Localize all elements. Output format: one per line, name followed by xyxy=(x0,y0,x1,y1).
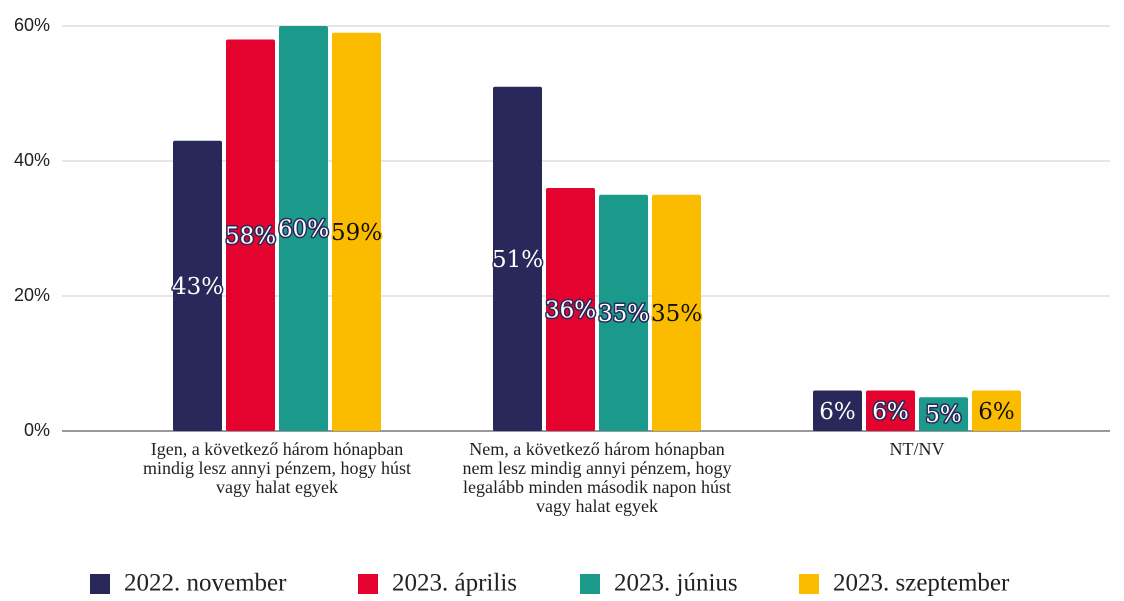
y-tick-label: 20% xyxy=(14,285,50,305)
x-tick-label: NT/NV xyxy=(889,439,945,459)
value-label: 35% xyxy=(651,301,702,327)
legend-swatch xyxy=(358,574,378,594)
bar xyxy=(652,194,701,431)
bar xyxy=(813,390,862,431)
value-label: 6% xyxy=(978,399,1015,425)
bar xyxy=(226,39,275,431)
bar xyxy=(599,194,648,431)
value-label: 59% xyxy=(331,220,382,246)
bar xyxy=(173,140,222,431)
legend-label: 2023. szeptember xyxy=(833,570,1010,597)
legend-swatch xyxy=(580,574,600,594)
bar xyxy=(332,32,381,431)
y-tick-label: 40% xyxy=(14,150,50,170)
value-label: 6% xyxy=(819,399,856,425)
x-tick-label: Igen, a következő három hónapban mindig … xyxy=(143,439,411,497)
bar xyxy=(279,26,328,431)
value-label: 51% xyxy=(492,247,543,273)
bar xyxy=(866,390,915,431)
legend-swatch xyxy=(90,574,110,594)
value-label: 58% xyxy=(225,223,276,249)
legend-label: 2023. április xyxy=(392,570,517,597)
value-label: 6% xyxy=(872,399,909,425)
bar xyxy=(493,86,542,431)
legend-swatch xyxy=(799,574,819,594)
y-tick-label: 0% xyxy=(24,420,50,440)
value-label: 5% xyxy=(925,402,962,428)
value-label: 60% xyxy=(278,217,329,243)
value-label: 43% xyxy=(172,274,223,300)
y-tick-label: 60% xyxy=(14,15,50,35)
value-label: 35% xyxy=(598,301,649,327)
legend-label: 2022. november xyxy=(124,570,287,597)
x-tick-label: Nem, a következő három hónapban nem lesz… xyxy=(462,439,732,516)
bar xyxy=(546,188,595,431)
value-label: 36% xyxy=(545,298,596,324)
bar xyxy=(972,390,1021,431)
legend-label: 2023. június xyxy=(614,570,738,597)
bar xyxy=(919,397,968,431)
